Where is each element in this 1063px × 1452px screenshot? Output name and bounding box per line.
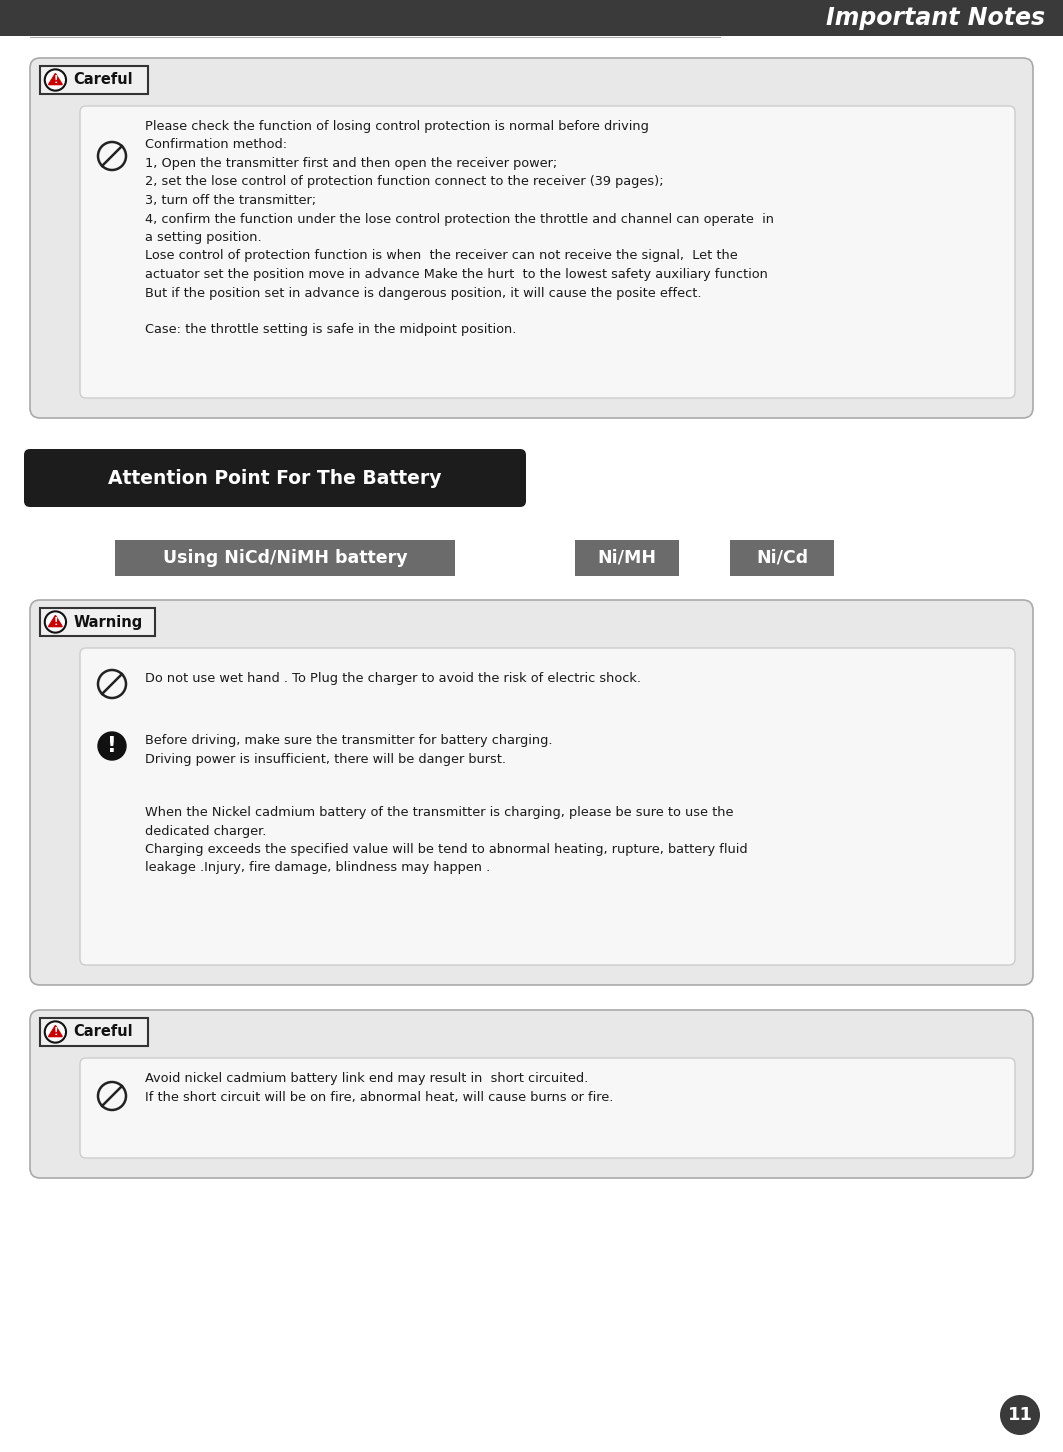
Text: !: !	[53, 617, 57, 627]
FancyBboxPatch shape	[24, 449, 526, 507]
FancyBboxPatch shape	[40, 1018, 148, 1045]
FancyBboxPatch shape	[30, 58, 1033, 418]
Text: Before driving, make sure the transmitter for battery charging.
Driving power is: Before driving, make sure the transmitte…	[145, 735, 553, 765]
Text: !: !	[53, 1028, 57, 1037]
Bar	[575, 540, 679, 576]
Text: Attention Point For The Battery: Attention Point For The Battery	[108, 469, 442, 488]
Text: !: !	[53, 76, 57, 86]
FancyBboxPatch shape	[80, 1059, 1015, 1159]
Bar	[115, 540, 455, 576]
Circle shape	[45, 1021, 66, 1043]
FancyBboxPatch shape	[80, 106, 1015, 398]
FancyBboxPatch shape	[40, 65, 148, 94]
Circle shape	[1000, 1395, 1040, 1435]
Circle shape	[45, 611, 66, 633]
FancyBboxPatch shape	[30, 600, 1033, 984]
Text: Careful: Careful	[73, 73, 133, 87]
Polygon shape	[49, 1025, 63, 1037]
Text: Careful: Careful	[73, 1025, 133, 1040]
Circle shape	[98, 732, 126, 759]
Text: Ni/MH: Ni/MH	[597, 549, 657, 566]
Text: !: !	[107, 736, 117, 756]
Text: When the Nickel cadmium battery of the transmitter is charging, please be sure t: When the Nickel cadmium battery of the t…	[145, 806, 747, 874]
Text: 11: 11	[1008, 1406, 1032, 1424]
Text: Please check the function of losing control protection is normal before driving
: Please check the function of losing cont…	[145, 121, 774, 337]
Text: Ni/Cd: Ni/Cd	[756, 549, 808, 566]
Bar	[730, 540, 834, 576]
FancyBboxPatch shape	[80, 648, 1015, 966]
FancyBboxPatch shape	[30, 1011, 1033, 1178]
Text: Do not use wet hand . To Plug the charger to avoid the risk of electric shock.: Do not use wet hand . To Plug the charge…	[145, 672, 641, 685]
Text: Important Notes: Important Notes	[826, 6, 1045, 30]
Text: Warning: Warning	[73, 614, 142, 630]
Polygon shape	[49, 74, 63, 84]
Bar	[0, 0, 1063, 36]
Text: Using NiCd/NiMH battery: Using NiCd/NiMH battery	[163, 549, 407, 566]
Circle shape	[45, 70, 66, 90]
FancyBboxPatch shape	[40, 608, 155, 636]
Polygon shape	[49, 616, 63, 627]
Text: Avoid nickel cadmium battery link end may result in  short circuited.
If the sho: Avoid nickel cadmium battery link end ma…	[145, 1072, 613, 1104]
